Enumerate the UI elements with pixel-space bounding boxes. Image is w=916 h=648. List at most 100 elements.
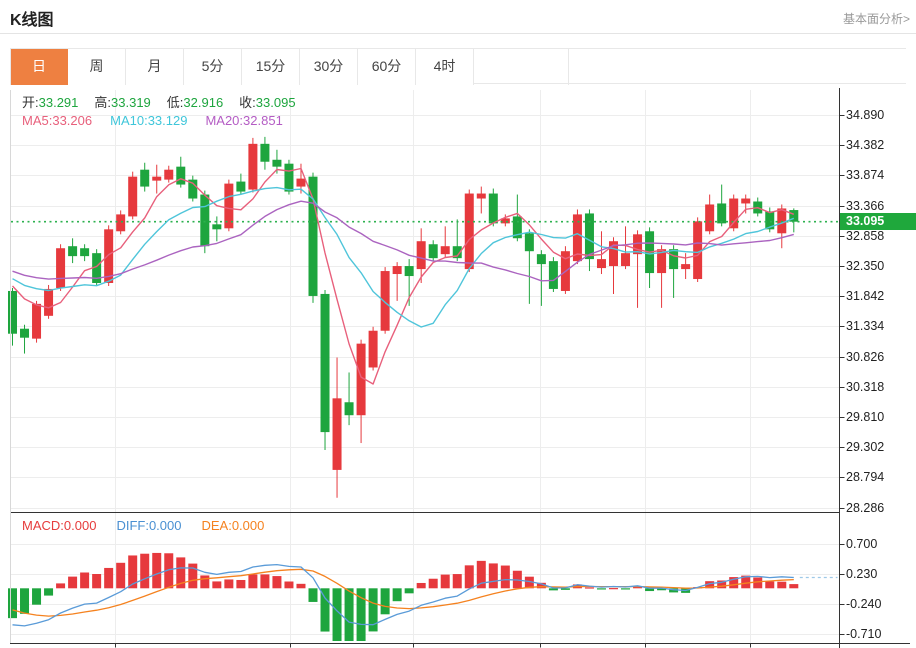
candle-body (621, 253, 631, 267)
macdlabels-tick: 0.230 (846, 566, 878, 581)
current-price-label: 33.095 (840, 213, 916, 231)
macd-bar (536, 582, 546, 589)
ylabels-tick: 29.810 (846, 410, 885, 424)
macd-bar (44, 588, 54, 596)
candle-body (416, 241, 426, 270)
macd-bar (344, 588, 354, 641)
macd-row-diff: DIFF: 0.000 (116, 518, 181, 533)
tab-month[interactable]: 月 (126, 49, 184, 85)
candle-body (500, 218, 510, 224)
ma-row-ma5: MA5: 33.206 (22, 113, 92, 128)
macd-bar (128, 555, 138, 589)
dea-value: 0.000 (231, 518, 265, 533)
candle-body (80, 248, 90, 257)
candle-body (332, 398, 342, 470)
macd-bar (152, 552, 162, 589)
macd-bar (729, 577, 739, 589)
macd-bar (320, 588, 330, 632)
tab-15min[interactable]: 15分 (242, 49, 300, 85)
candle-body (152, 176, 162, 181)
candle-body (140, 169, 150, 187)
macd-bar (476, 560, 486, 589)
ylabels-tick: 29.302 (846, 440, 885, 455)
tab-week[interactable]: 周 (68, 49, 126, 85)
candle-body (729, 198, 739, 229)
high-label: 高: (94, 95, 112, 110)
candle-body (20, 328, 30, 338)
candle-body (260, 143, 270, 162)
candle-body (596, 259, 606, 269)
macd-bar (609, 588, 618, 590)
tab-60min[interactable]: 60分 (358, 49, 416, 85)
macd-bar (392, 588, 402, 602)
macd-bar (68, 576, 78, 589)
ylabels-tick: 31.842 (846, 289, 885, 304)
macd-bar (500, 565, 510, 589)
macd-bar (356, 588, 366, 641)
tab-5min[interactable]: 5分 (184, 49, 242, 85)
candle-body (104, 229, 114, 284)
macd-readout: MACD: 0.000 DIFF: 0.000 DEA: 0.000 (22, 518, 264, 533)
candle-body (464, 193, 474, 270)
candle-body (44, 288, 54, 316)
tab-day[interactable]: 日 (10, 49, 68, 85)
candle-body (356, 343, 366, 416)
candle-body (224, 183, 234, 229)
macd-bar (260, 574, 270, 589)
ma-row-ma20: MA20: 32.851 (205, 113, 282, 128)
ylabels-tick: 30.826 (846, 349, 885, 364)
macd-bar (140, 553, 150, 589)
macd-bar (32, 588, 42, 605)
high-value: 33.319 (111, 95, 151, 110)
tab-30min[interactable]: 30分 (300, 49, 358, 85)
macd-bar (777, 581, 787, 589)
tab-4hour[interactable]: 4时 (416, 49, 474, 85)
ohlc-row-low: 低: 32.916 (167, 95, 223, 110)
ohlc-readout: 开: 33.291 高: 33.319 低: 32.916 收: 33.095 (22, 95, 296, 110)
candle-body (296, 178, 306, 187)
macd-bar (56, 583, 66, 589)
candle-body (693, 221, 703, 280)
ohlc-row-high: 高: 33.319 (94, 95, 150, 110)
candle-body (248, 143, 258, 190)
macd-bar (296, 583, 306, 589)
candle-body (380, 271, 390, 331)
candle-body (705, 204, 715, 232)
candle-body (404, 266, 414, 277)
candle-body (789, 210, 799, 222)
macd-bar (380, 588, 390, 615)
candle-body (344, 402, 354, 416)
macd-bar (717, 580, 727, 589)
candle-body (32, 303, 42, 339)
macd-bar (789, 584, 799, 589)
macd-bar (596, 588, 606, 590)
candle-body (128, 176, 138, 217)
candle-body (572, 214, 582, 262)
candle-body (392, 266, 402, 275)
timeframe-tabbar: 日周月 5分 15分 30分 60分 4时 (10, 48, 906, 85)
diff-label: DIFF: (116, 518, 149, 533)
macd-bar (741, 575, 751, 589)
ma-readout: MA5: 33.206 MA10: 33.129 MA20: 32.851 (22, 113, 283, 128)
dea-label: DEA: (201, 518, 232, 533)
macd-bar (200, 575, 210, 589)
macd-bar (548, 588, 558, 591)
fundamental-analysis-link[interactable]: 基本面分析> (842, 12, 910, 26)
macd-bar (188, 563, 198, 589)
macdlabels-tick: 0.700 (846, 536, 878, 551)
candle-body (524, 233, 534, 252)
macd-bar (20, 588, 30, 614)
ma10-value: 33.129 (147, 113, 188, 128)
ma5-line (11, 167, 795, 385)
candle-body (536, 254, 546, 265)
macd-bar (645, 588, 655, 592)
macd-bar (753, 577, 763, 589)
candle-body (584, 213, 594, 260)
candle-body (476, 193, 486, 199)
ma20-value: 32.851 (243, 113, 283, 128)
macd-bar (621, 588, 631, 590)
ylabels-tick: 31.334 (846, 319, 885, 334)
macd-bar (248, 574, 258, 589)
macd-row-macd: MACD: 0.000 (22, 518, 96, 533)
